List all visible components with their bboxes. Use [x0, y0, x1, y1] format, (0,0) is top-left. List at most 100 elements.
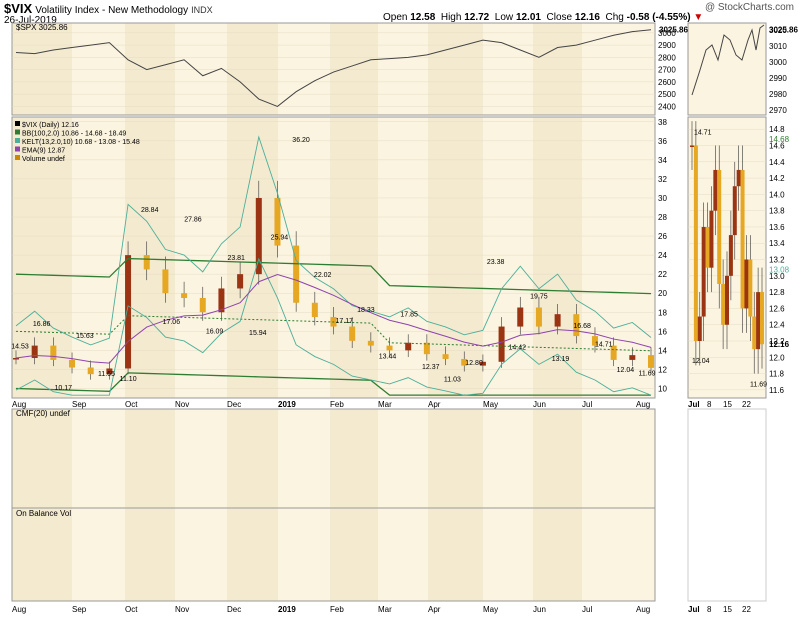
vix-candle-body [517, 307, 524, 327]
vix-candle-body [31, 345, 38, 358]
vix-tick-label: 10 [658, 384, 667, 393]
vix-price-annotation: 17.85 [400, 312, 418, 319]
cmf-month-band [125, 409, 175, 508]
low-value: 12.01 [515, 12, 541, 23]
vix-tick-label: 34 [658, 156, 667, 165]
vix-month-band [125, 117, 175, 398]
vix-tick-label: 14 [658, 346, 667, 355]
zoom-spx-last-value: 3025.86 [769, 26, 798, 35]
obv-month-band [12, 508, 72, 601]
zoom-tick-label: 14.4 [769, 158, 785, 167]
x-axis-label: 2019 [278, 400, 296, 409]
x-axis-label: Apr [428, 400, 441, 409]
vix-price-annotation: 15.63 [76, 333, 94, 340]
zoom-x-axis-label: 8 [707, 400, 712, 409]
cmf-month-band [227, 409, 278, 508]
vix-month-band [330, 117, 378, 398]
zoom-x-axis-label: 22 [742, 400, 751, 409]
close-value: 12.16 [574, 12, 600, 23]
zoom-x-axis-label: Jul [688, 400, 700, 409]
vix-price-annotation: 14.71 [595, 342, 613, 349]
vix-legend-swatch [15, 121, 20, 126]
zoom-spx-tick-label: 2990 [769, 74, 787, 83]
zoom-candle-body [717, 169, 722, 284]
zoom-candle-body [725, 275, 729, 325]
zoom-tick-label: 14.8 [769, 125, 785, 134]
zoom-candle-body [709, 210, 714, 268]
x-axis-label: Aug [12, 400, 26, 409]
high-label: High [440, 12, 462, 23]
vix-candle-body [199, 297, 206, 313]
zoom-tick-label: 11.8 [769, 370, 785, 379]
vix-price-annotation: 12.80 [465, 360, 483, 367]
cmf-month-band [428, 409, 483, 508]
vix-price-annotation: 13.44 [379, 354, 397, 361]
vix-price-annotation: 23.38 [487, 259, 505, 266]
spx-month-band [330, 23, 378, 115]
vix-legend-entry: Volume undef [22, 156, 65, 163]
zoom-candle-body [752, 316, 757, 350]
zoom-tick-label: 12.2 [769, 337, 785, 346]
vix-candle-body [87, 367, 94, 375]
vix-candle-body [386, 345, 393, 351]
vix-tick-label: 28 [658, 213, 667, 222]
zoom-spx-panel-bg [687, 22, 767, 116]
zoom-kelt-value: 13.08 [769, 265, 790, 274]
vix-price-annotation: 18.33 [357, 307, 375, 314]
zoom-candle-body [701, 226, 706, 317]
vix-candle-body [442, 354, 449, 359]
cmf-legend: CMF(20) undef [16, 409, 71, 418]
vix-tick-label: 26 [658, 232, 667, 241]
vix-candle-body [591, 336, 598, 346]
vix-price-annotation: 11.69 [639, 370, 656, 377]
spx-month-band [533, 23, 582, 115]
obv-month-band [227, 508, 278, 601]
x-axis-label: May [483, 400, 498, 409]
vix-candle-body [648, 355, 654, 368]
zoom-candle-body [744, 259, 749, 309]
zoom-candle-body [748, 259, 753, 317]
x-axis-label: Jun [533, 400, 546, 409]
x-axis-label: Aug [636, 400, 650, 409]
spx-month-band [428, 23, 483, 115]
vix-candle-body [274, 197, 281, 246]
quote-line: Open 12.58 High 12.72 Low 12.01 Close 12… [383, 12, 703, 23]
vix-price-annotation: 11.65 [98, 371, 115, 378]
vix-tick-label: 12 [658, 365, 667, 374]
vix-price-annotation: 11.03 [444, 377, 461, 384]
vix-legend-entry: $VIX (Daily) 12.16 [22, 122, 79, 129]
zoom-tick-label: 13.6 [769, 223, 785, 232]
vix-tick-label: 36 [658, 137, 667, 146]
vix-price-annotation: 12.37 [422, 364, 440, 371]
close-label: Close [546, 12, 573, 23]
vix-candle-body [554, 314, 561, 327]
x-axis-label-bottom: Jul [582, 605, 592, 614]
spx-legend: $SPX 3025.86 [16, 23, 68, 32]
zoom-spx-tick-label: 3020 [769, 26, 787, 35]
kelt-lower-line [15, 257, 652, 396]
zoom-empty-panel [687, 408, 767, 602]
x-axis-label: Nov [175, 400, 189, 409]
vix-tick-label: 16 [658, 327, 667, 336]
zoom-candle-body [713, 169, 718, 211]
zoom-x-axis-label-bottom: 15 [723, 605, 732, 614]
spx-last-value: 3025.86 [659, 26, 688, 35]
vix-candle-body [629, 355, 636, 360]
vix-tick-label: 30 [658, 194, 667, 203]
zoom-candle-body [728, 235, 733, 276]
vix-legend-entry: BB(100,2.0) 10.86 - 14.68 - 18.49 [22, 131, 126, 138]
vix-candle-body [367, 340, 374, 346]
vix-candle-body [143, 255, 150, 270]
zoom-tick-label: 13.4 [769, 239, 785, 248]
zoom-tick-label: 13.0 [769, 272, 785, 281]
zoom-spx-tick-label: 2970 [769, 106, 787, 115]
zoom-tick-label: 12.8 [769, 288, 785, 297]
x-axis-label-bottom: Dec [227, 605, 241, 614]
chg-label: Chg [605, 12, 624, 23]
vix-legend-entry: EMA(9) 12.87 [22, 148, 65, 155]
x-axis-label: Oct [125, 400, 138, 409]
vix-candle-body [498, 326, 505, 362]
vix-price-annotation: 22.02 [314, 272, 332, 279]
obv-panel-border [11, 507, 656, 602]
